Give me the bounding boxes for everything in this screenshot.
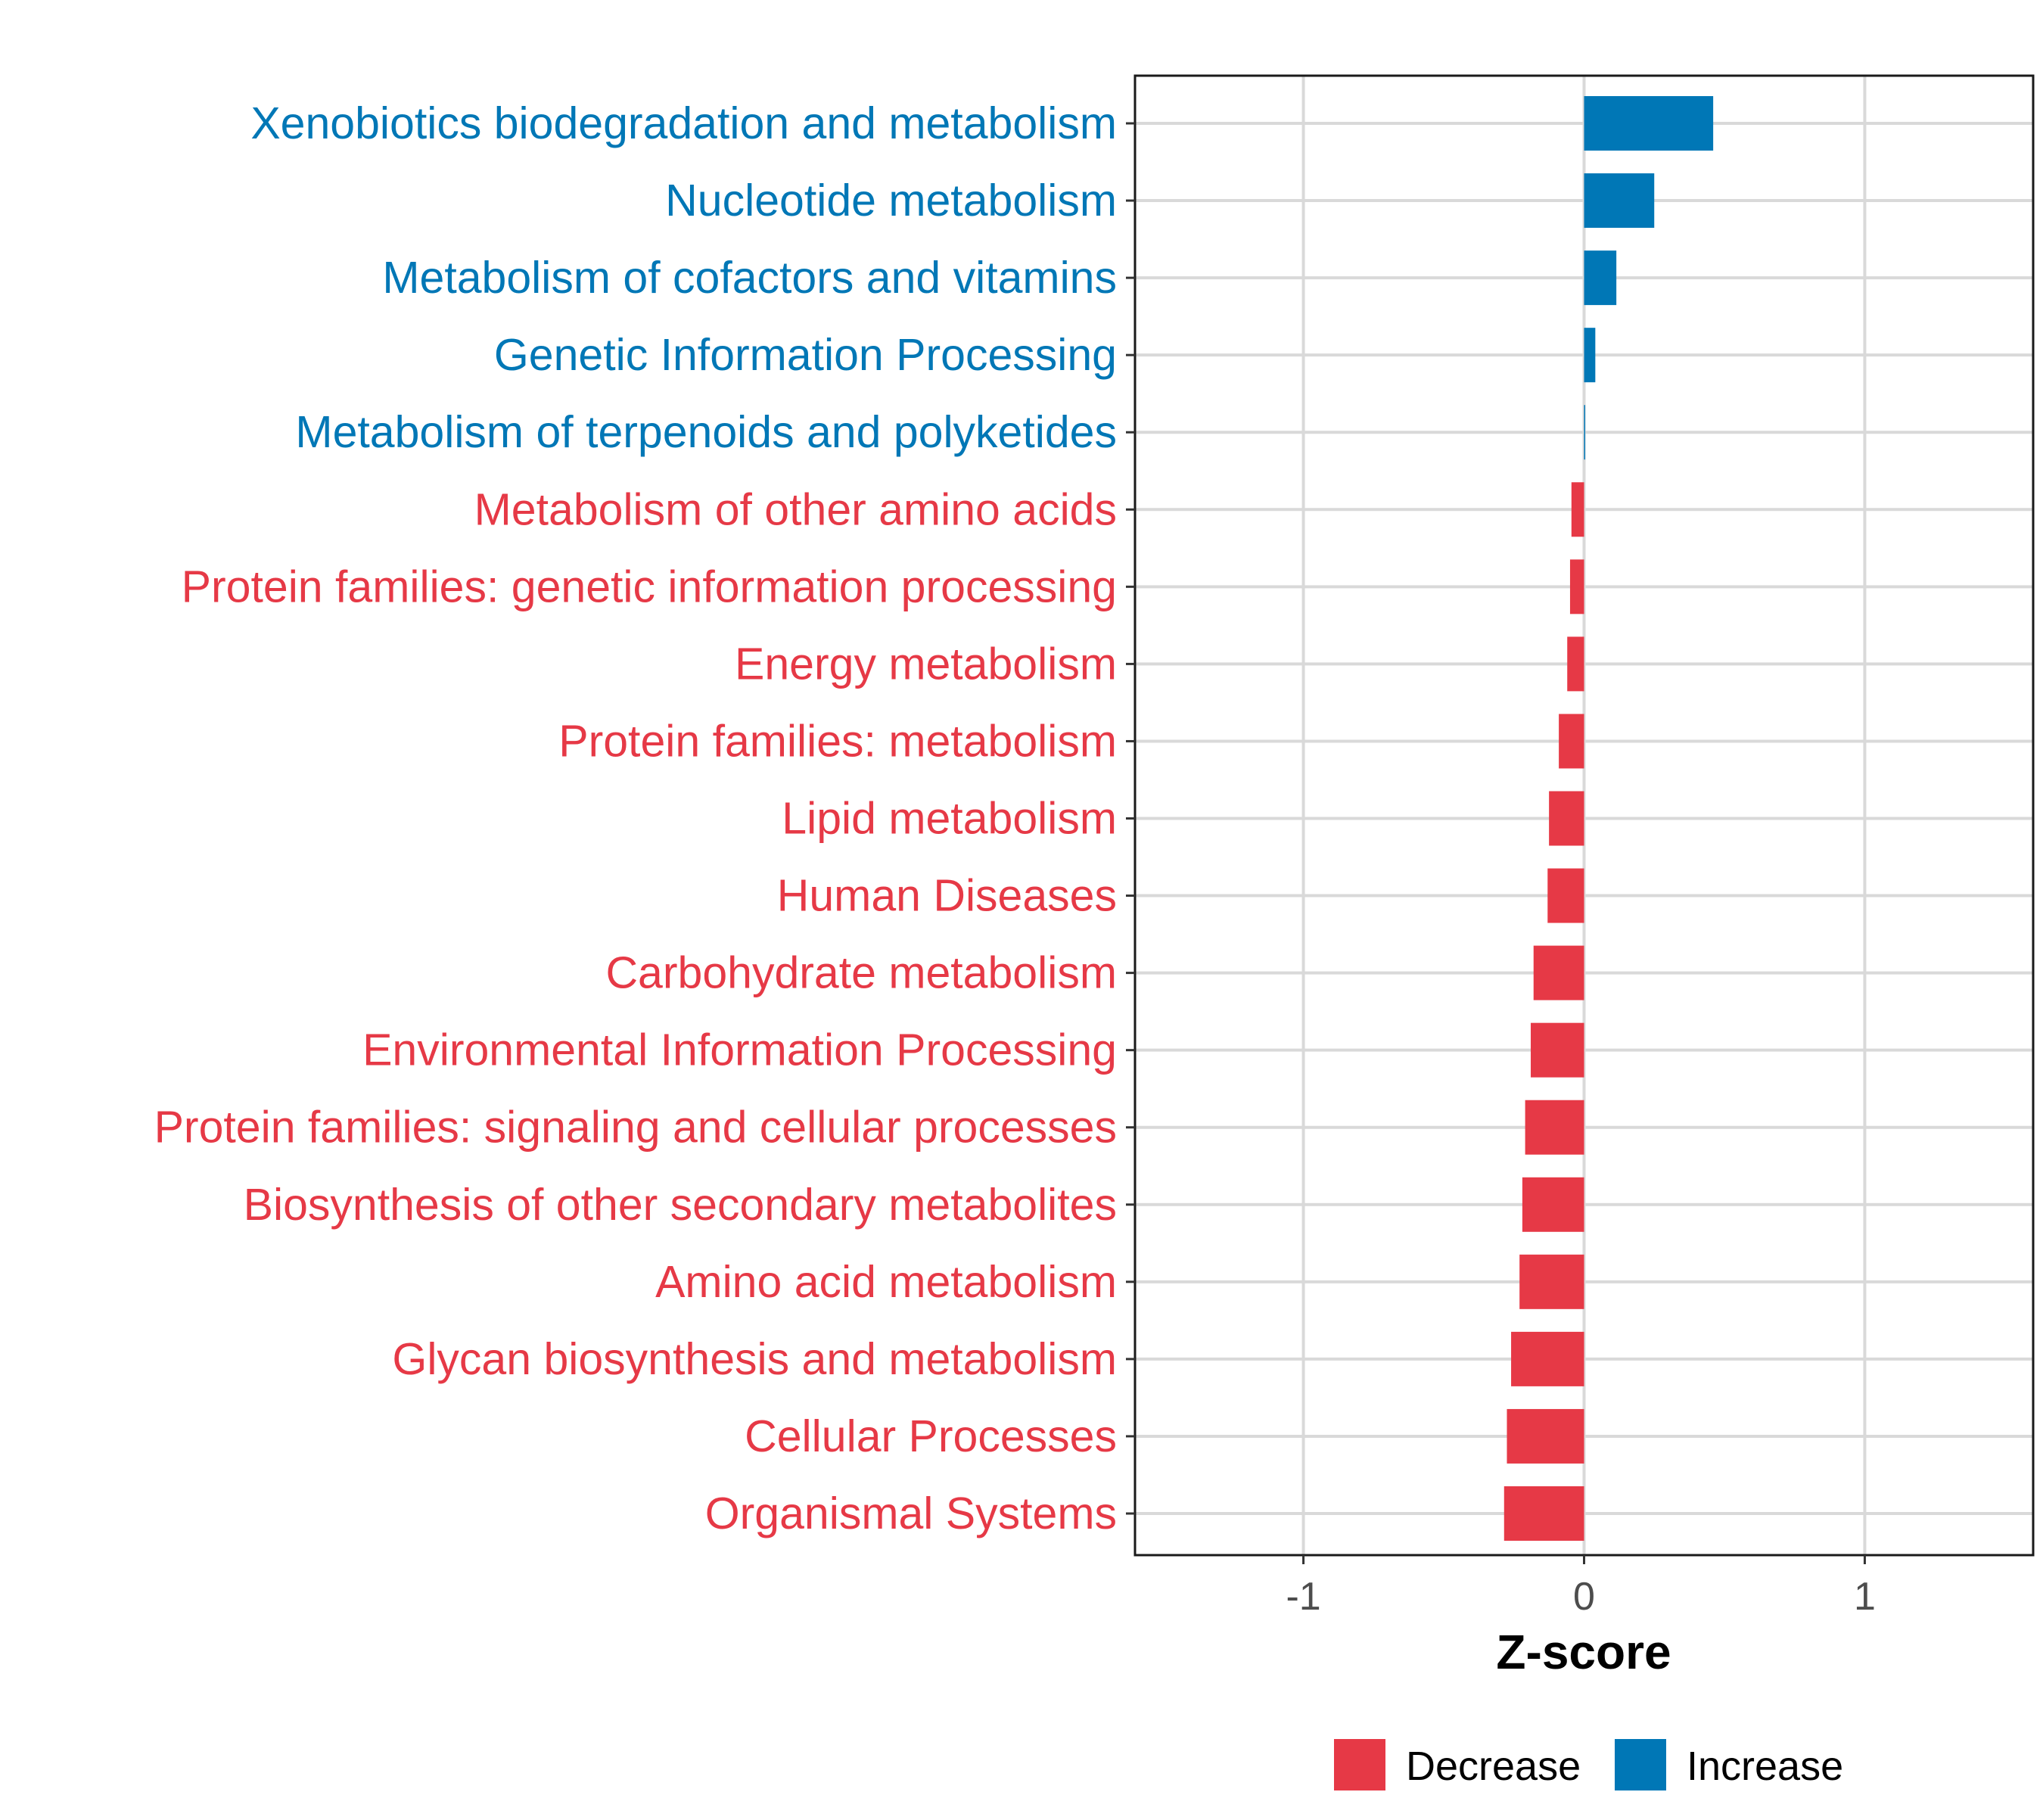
category-label: Carbohydrate metabolism: [605, 948, 1117, 998]
bar-1: [1584, 173, 1655, 229]
legend-label-decrease: Decrease: [1406, 1744, 1581, 1789]
category-label: Human Diseases: [777, 871, 1117, 921]
bar-13: [1525, 1100, 1584, 1155]
category-label: Metabolism of other amino acids: [474, 484, 1117, 534]
category-label: Protein families: genetic information pr…: [182, 562, 1117, 611]
bar-9: [1549, 791, 1584, 846]
bar-4: [1584, 405, 1585, 460]
bar-6: [1569, 559, 1584, 614]
x-tick-label: 0: [1573, 1575, 1595, 1619]
bar-17: [1507, 1408, 1584, 1464]
legend-label-increase: Increase: [1687, 1744, 1843, 1789]
bar-8: [1559, 714, 1584, 769]
category-label: Energy metabolism: [735, 639, 1117, 689]
legend: Decrease Increase: [1334, 1739, 1843, 1790]
bar-11: [1533, 945, 1584, 1000]
y-tick-layer: [1126, 122, 1135, 1515]
category-label: Protein families: signaling and cellular…: [154, 1103, 1117, 1153]
bar-15: [1519, 1254, 1584, 1309]
legend-key-decrease: [1334, 1739, 1385, 1790]
bar-10: [1547, 868, 1584, 923]
bar-2: [1584, 250, 1617, 306]
category-label: Genetic Information Processing: [494, 330, 1117, 380]
category-label: Organismal Systems: [705, 1489, 1117, 1538]
category-label: Environmental Information Processing: [362, 1025, 1117, 1075]
x-tick-label: -1: [1286, 1575, 1320, 1619]
bar-5: [1571, 482, 1584, 537]
category-label: Xenobiotics biodegradation and metabolis…: [250, 98, 1117, 148]
bar-0: [1584, 96, 1714, 151]
bar-12: [1531, 1022, 1584, 1078]
category-label: Protein families: metabolism: [558, 716, 1117, 766]
legend-key-increase: [1615, 1739, 1666, 1790]
x-tick-label: 1: [1854, 1575, 1876, 1619]
x-tick-layer: -1 0 1: [1286, 1555, 1876, 1619]
category-label-layer: Xenobiotics biodegradation and metabolis…: [154, 98, 1117, 1538]
category-label: Nucleotide metabolism: [665, 176, 1117, 226]
bar-14: [1522, 1177, 1584, 1232]
bar-3: [1584, 328, 1596, 383]
category-label: Biosynthesis of other secondary metaboli…: [244, 1180, 1117, 1230]
x-axis-title: Z-score: [1496, 1625, 1671, 1679]
category-label: Cellular Processes: [745, 1411, 1117, 1461]
category-label: Glycan biosynthesis and metabolism: [392, 1334, 1117, 1384]
category-label: Metabolism of cofactors and vitamins: [382, 253, 1117, 303]
category-label: Amino acid metabolism: [655, 1257, 1117, 1307]
bar-16: [1511, 1331, 1584, 1386]
category-label: Metabolism of terpenoids and polyketides: [295, 407, 1117, 457]
category-label: Lipid metabolism: [782, 794, 1117, 844]
bar-18: [1503, 1486, 1584, 1541]
bar-layer: [1503, 96, 1714, 1541]
bar-7: [1567, 636, 1584, 692]
